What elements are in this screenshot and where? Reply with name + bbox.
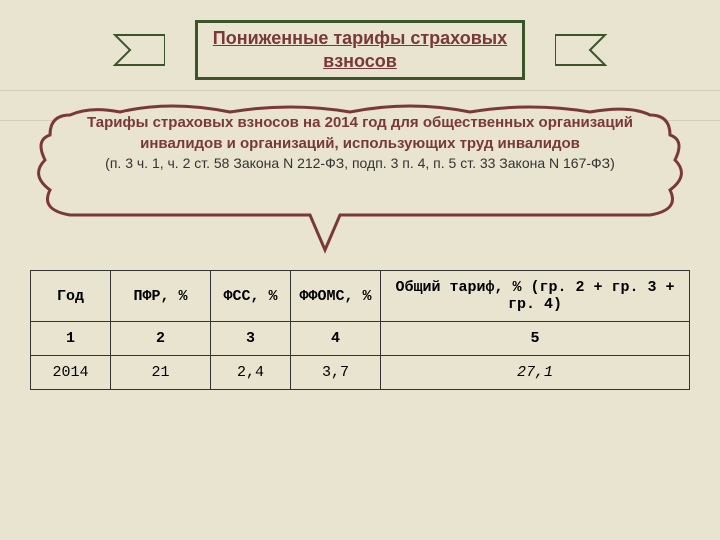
tariff-table: Год ПФР, % ФСС, % ФФОМС, % Общий тариф, … [30, 270, 690, 390]
data-fss: 2,4 [211, 356, 291, 390]
title-text: Пониженные тарифы страховых взносов [198, 27, 522, 74]
table-numrow: 1 2 3 4 5 [31, 322, 690, 356]
th-total: Общий тариф, % (гр. 2 + гр. 3 + гр. 4) [381, 271, 690, 322]
callout-main: Тарифы страховых взносов на 2014 год для… [50, 112, 670, 154]
callout-sub: (п. 3 ч. 1, ч. 2 ст. 58 Закона N 212-ФЗ,… [50, 154, 670, 174]
ribbon-left-decoration [105, 30, 165, 70]
data-pfr: 21 [111, 356, 211, 390]
data-total: 27,1 [381, 356, 690, 390]
num-2: 2 [111, 322, 211, 356]
num-4: 4 [291, 322, 381, 356]
num-5: 5 [381, 322, 690, 356]
th-year: Год [31, 271, 111, 322]
table-datarow: 2014 21 2,4 3,7 27,1 [31, 356, 690, 390]
table-header-row: Год ПФР, % ФСС, % ФФОМС, % Общий тариф, … [31, 271, 690, 322]
title-box: Пониженные тарифы страховых взносов [195, 20, 525, 80]
data-ffoms: 3,7 [291, 356, 381, 390]
num-1: 1 [31, 322, 111, 356]
th-ffoms: ФФОМС, % [291, 271, 381, 322]
th-fss: ФСС, % [211, 271, 291, 322]
data-year: 2014 [31, 356, 111, 390]
ribbon-right-decoration [555, 30, 615, 70]
th-pfr: ПФР, % [111, 271, 211, 322]
num-3: 3 [211, 322, 291, 356]
callout-bubble: Тарифы страховых взносов на 2014 год для… [30, 100, 690, 230]
